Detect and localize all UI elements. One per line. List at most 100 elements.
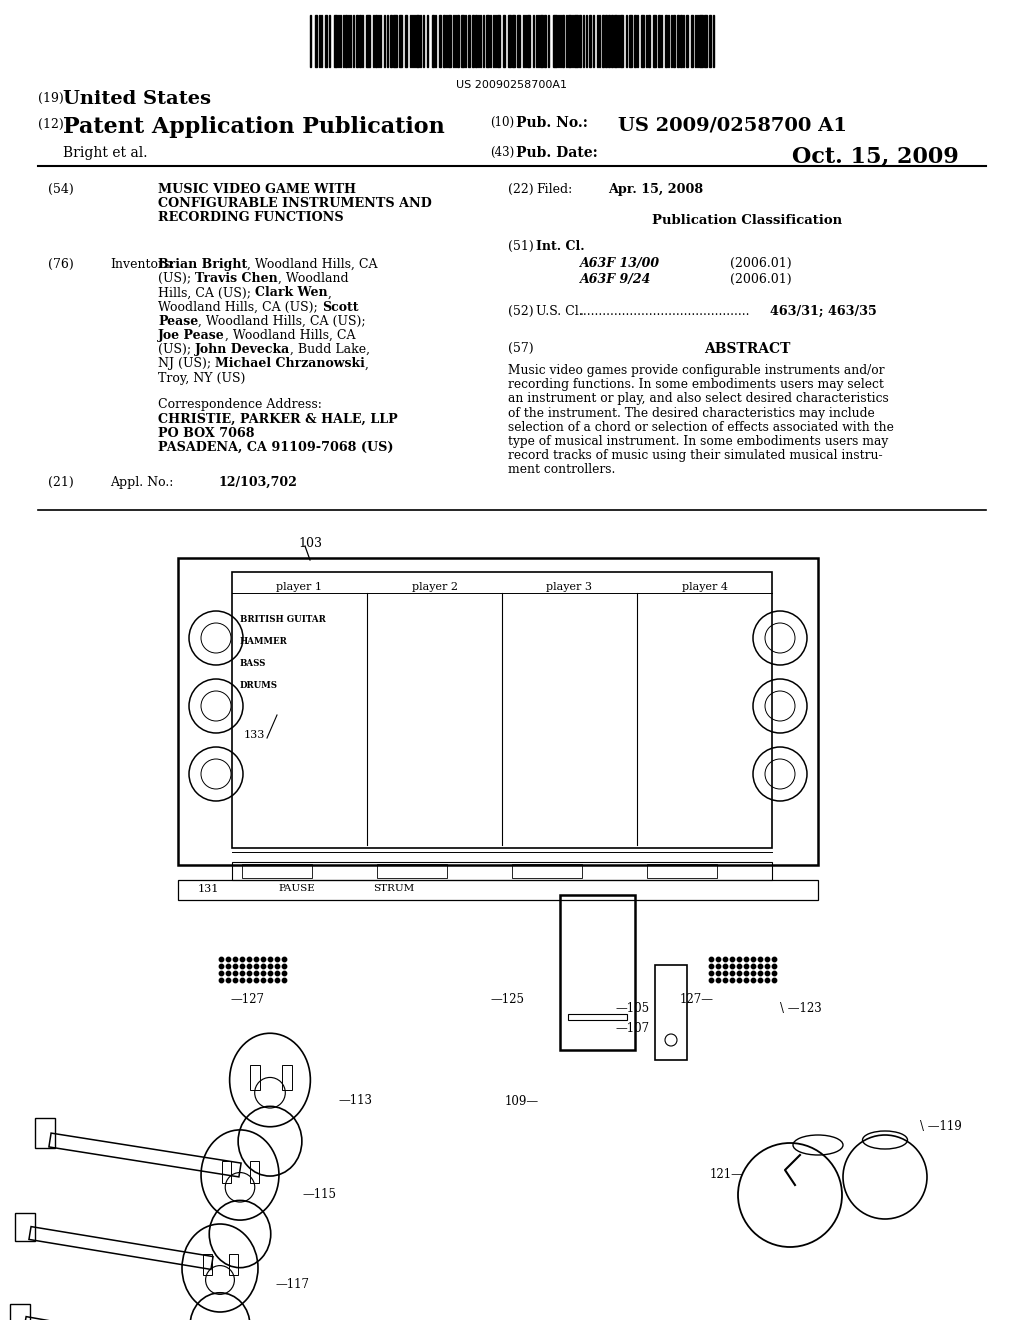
Circle shape bbox=[268, 972, 272, 975]
Circle shape bbox=[752, 972, 756, 975]
Bar bbox=[680, 15, 682, 67]
Circle shape bbox=[752, 965, 756, 969]
Text: (51): (51) bbox=[508, 240, 534, 253]
Text: BASS: BASS bbox=[240, 659, 266, 668]
Circle shape bbox=[765, 978, 770, 982]
Text: (52): (52) bbox=[508, 305, 534, 318]
Circle shape bbox=[744, 972, 749, 975]
Text: 463/31; 463/35: 463/31; 463/35 bbox=[770, 305, 877, 318]
Text: player 3: player 3 bbox=[547, 582, 593, 591]
Bar bbox=[568, 1014, 627, 1020]
Circle shape bbox=[723, 965, 728, 969]
Bar bbox=[574, 15, 578, 67]
Text: BRITISH GUITAR: BRITISH GUITAR bbox=[240, 615, 326, 624]
Bar bbox=[517, 15, 520, 67]
Bar bbox=[641, 15, 644, 67]
Circle shape bbox=[765, 957, 770, 962]
Text: player 4: player 4 bbox=[682, 582, 727, 591]
Bar bbox=[375, 15, 377, 67]
Circle shape bbox=[254, 965, 259, 969]
Text: selection of a chord or selection of effects associated with the: selection of a chord or selection of eff… bbox=[508, 421, 894, 434]
Text: (10): (10) bbox=[490, 116, 514, 129]
Circle shape bbox=[233, 957, 238, 962]
Text: 103: 103 bbox=[298, 537, 322, 550]
Bar bbox=[250, 1162, 259, 1183]
Bar bbox=[457, 15, 459, 67]
Bar bbox=[579, 15, 581, 67]
Bar bbox=[10, 1304, 30, 1320]
Text: , Woodland: , Woodland bbox=[278, 272, 348, 285]
Text: 133: 133 bbox=[244, 730, 265, 741]
Circle shape bbox=[219, 978, 223, 982]
Text: Joe Pease: Joe Pease bbox=[158, 329, 224, 342]
Text: Travis Chen: Travis Chen bbox=[196, 272, 278, 285]
Text: —117: —117 bbox=[275, 1279, 309, 1291]
Bar bbox=[232, 862, 772, 880]
Bar bbox=[390, 15, 392, 67]
Bar bbox=[345, 15, 347, 67]
Text: Correspondence Address:: Correspondence Address: bbox=[158, 399, 322, 411]
Bar bbox=[608, 15, 610, 67]
Circle shape bbox=[248, 978, 252, 982]
Circle shape bbox=[772, 965, 776, 969]
Bar bbox=[655, 965, 687, 1060]
Text: (43): (43) bbox=[490, 147, 514, 158]
Circle shape bbox=[283, 957, 287, 962]
Bar bbox=[605, 15, 607, 67]
Bar bbox=[705, 15, 707, 67]
Text: Pease: Pease bbox=[158, 314, 199, 327]
Circle shape bbox=[772, 957, 776, 962]
Circle shape bbox=[283, 978, 287, 982]
Bar bbox=[334, 15, 337, 67]
Bar bbox=[229, 1254, 238, 1275]
Circle shape bbox=[233, 972, 238, 975]
Circle shape bbox=[737, 965, 741, 969]
Circle shape bbox=[717, 965, 721, 969]
Bar bbox=[512, 865, 582, 878]
Text: Publication Classification: Publication Classification bbox=[652, 214, 842, 227]
Bar bbox=[222, 1162, 231, 1183]
Bar bbox=[560, 895, 635, 1049]
Text: (76): (76) bbox=[48, 257, 74, 271]
Text: —115: —115 bbox=[302, 1188, 336, 1201]
Circle shape bbox=[730, 972, 734, 975]
Bar bbox=[691, 15, 693, 67]
Circle shape bbox=[275, 972, 280, 975]
Circle shape bbox=[752, 957, 756, 962]
Text: US 2009/0258700 A1: US 2009/0258700 A1 bbox=[618, 116, 847, 135]
Circle shape bbox=[226, 957, 230, 962]
Text: (19): (19) bbox=[38, 92, 63, 106]
Bar bbox=[665, 15, 667, 67]
Bar bbox=[393, 15, 397, 67]
Text: ............................................: ........................................… bbox=[580, 305, 751, 318]
Circle shape bbox=[248, 965, 252, 969]
Circle shape bbox=[275, 978, 280, 982]
Bar bbox=[512, 15, 515, 67]
Circle shape bbox=[261, 978, 265, 982]
Text: Patent Application Publication: Patent Application Publication bbox=[63, 116, 444, 139]
Text: —127: —127 bbox=[230, 993, 264, 1006]
Bar bbox=[553, 15, 557, 67]
Text: Bright et al.: Bright et al. bbox=[63, 147, 147, 160]
Text: Int. Cl.: Int. Cl. bbox=[536, 240, 585, 253]
Text: , Woodland Hills, CA: , Woodland Hills, CA bbox=[224, 329, 355, 342]
Text: —113: —113 bbox=[338, 1093, 372, 1106]
Text: Oct. 15, 2009: Oct. 15, 2009 bbox=[792, 147, 958, 168]
Text: \ —119: \ —119 bbox=[920, 1119, 962, 1133]
Bar bbox=[366, 15, 370, 67]
Text: A63F 13/00: A63F 13/00 bbox=[580, 257, 660, 271]
Circle shape bbox=[241, 972, 245, 975]
Circle shape bbox=[233, 965, 238, 969]
Circle shape bbox=[759, 972, 763, 975]
Circle shape bbox=[261, 965, 265, 969]
Text: Hills, CA (US);: Hills, CA (US); bbox=[158, 286, 255, 300]
Circle shape bbox=[275, 965, 280, 969]
Text: (54): (54) bbox=[48, 183, 74, 195]
Circle shape bbox=[226, 978, 230, 982]
Circle shape bbox=[254, 972, 259, 975]
Text: 131: 131 bbox=[198, 884, 219, 894]
Text: recording functions. In some embodiments users may select: recording functions. In some embodiments… bbox=[508, 379, 884, 391]
Text: \ —123: \ —123 bbox=[780, 1002, 821, 1015]
Circle shape bbox=[254, 978, 259, 982]
Circle shape bbox=[737, 978, 741, 982]
